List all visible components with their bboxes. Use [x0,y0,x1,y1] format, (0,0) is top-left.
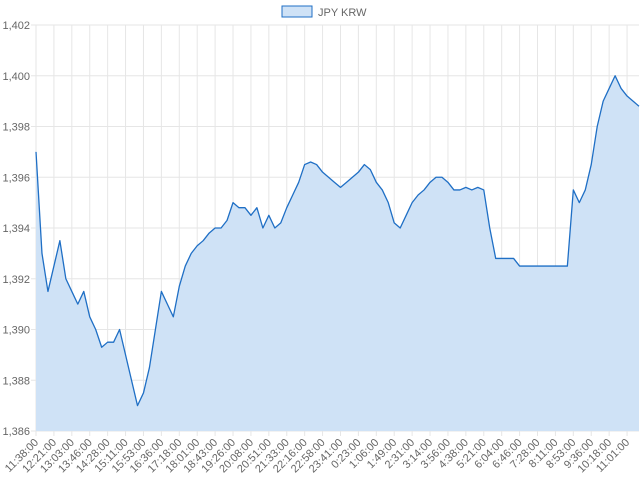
legend-label: JPY KRW [318,7,367,19]
y-tick-label: 1,390 [2,325,30,337]
y-tick-label: 1,392 [2,274,30,286]
area [36,75,639,431]
line [35,75,640,407]
y-tick-label: 1,402 [2,20,30,32]
y-tick-label: 1,396 [2,172,30,184]
y-tick-label: 1,400 [2,71,30,83]
y-tick-label: 1,394 [2,223,30,235]
y-tick-label: 1,388 [2,375,30,387]
y-tick-label: 1,386 [2,426,30,438]
legend-swatch [281,5,313,18]
y-tick-label: 1,398 [2,122,30,134]
